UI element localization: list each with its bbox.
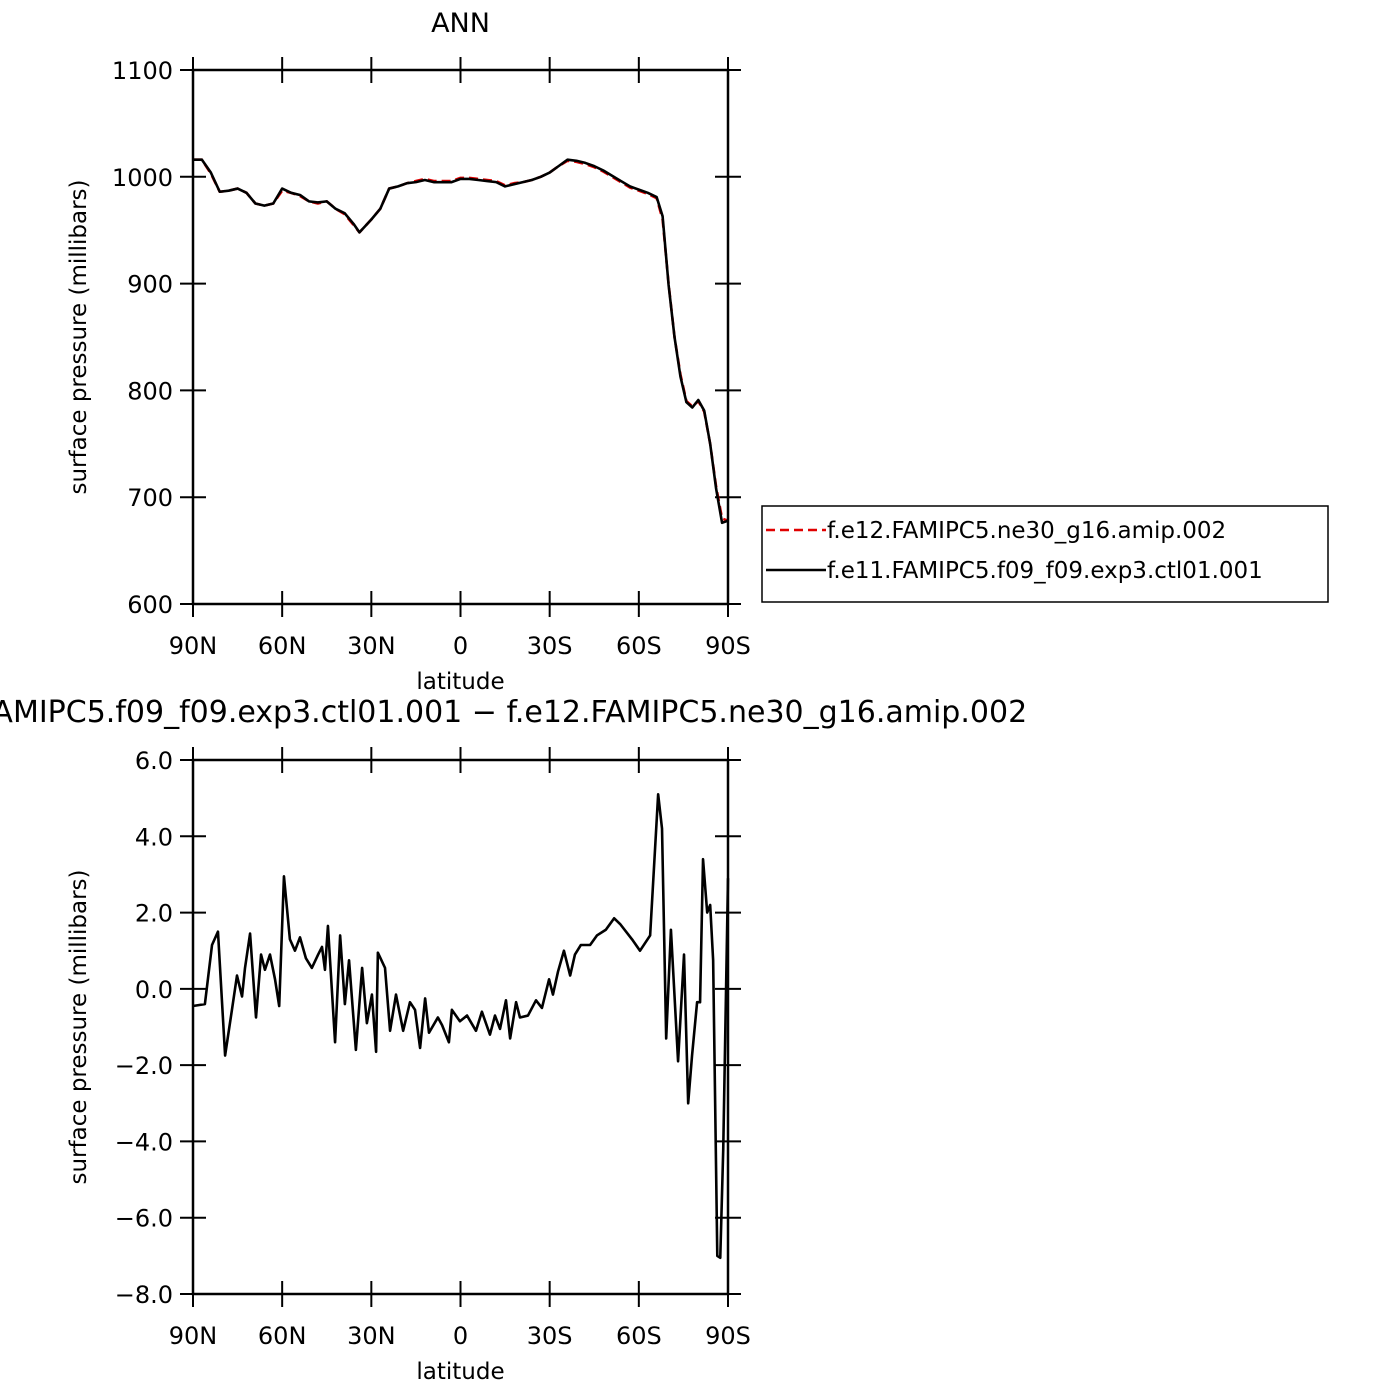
y-tick-label: 1100 [112, 57, 173, 85]
data-line [192, 793, 730, 1260]
y-tick-label: −2.0 [115, 1052, 173, 1080]
y-axis-label: surface pressure (millibars) [66, 869, 92, 1184]
y-tick-label: 0.0 [135, 976, 173, 1004]
x-tick-label: 60S [616, 1322, 662, 1350]
chart-title: f.e11.FAMIPC5.f09_f09.exp3.ctl01.001 − f… [0, 695, 1027, 730]
x-tick-label: 60S [616, 632, 662, 660]
x-tick-label: 30N [347, 632, 396, 660]
y-tick-label: 2.0 [135, 900, 173, 928]
x-tick-label: 30N [347, 1322, 396, 1350]
x-tick-label: 0 [453, 1322, 468, 1350]
y-tick-label: 800 [127, 377, 173, 405]
y-axis-label: surface pressure (millibars) [66, 179, 92, 494]
plot-frame [191, 758, 730, 1296]
x-axis-label: latitude [416, 669, 504, 695]
y-tick-label: 4.0 [135, 823, 173, 851]
x-tick-label: 60N [258, 632, 307, 660]
y-tick-label: −6.0 [115, 1205, 173, 1233]
legend-label: f.e11.FAMIPC5.f09_f09.exp3.ctl01.001 [827, 558, 1263, 584]
data-line [193, 158, 729, 525]
x-tick-label: 90N [169, 1322, 218, 1350]
data-line [193, 158, 729, 522]
y-tick-label: 1000 [112, 164, 173, 192]
x-tick-label: 0 [453, 632, 468, 660]
y-tick-label: 600 [127, 591, 173, 619]
chart-title: ANN [431, 8, 490, 39]
x-tick-label: 60N [258, 1322, 307, 1350]
legend-label: f.e12.FAMIPC5.ne30_g16.amip.002 [827, 518, 1226, 544]
x-tick-label: 90N [169, 632, 218, 660]
x-tick-label: 30S [527, 632, 573, 660]
y-tick-label: 900 [127, 271, 173, 299]
x-tick-label: 90S [705, 632, 751, 660]
y-tick-label: 6.0 [135, 747, 173, 775]
y-tick-label: −4.0 [115, 1128, 173, 1156]
plot-frame [191, 68, 730, 606]
legend-box [761, 505, 1329, 603]
x-axis-label: latitude [416, 1359, 504, 1385]
y-tick-label: 700 [127, 484, 173, 512]
x-tick-label: 90S [705, 1322, 751, 1350]
x-tick-label: 30S [527, 1322, 573, 1350]
y-tick-label: −8.0 [115, 1281, 173, 1309]
